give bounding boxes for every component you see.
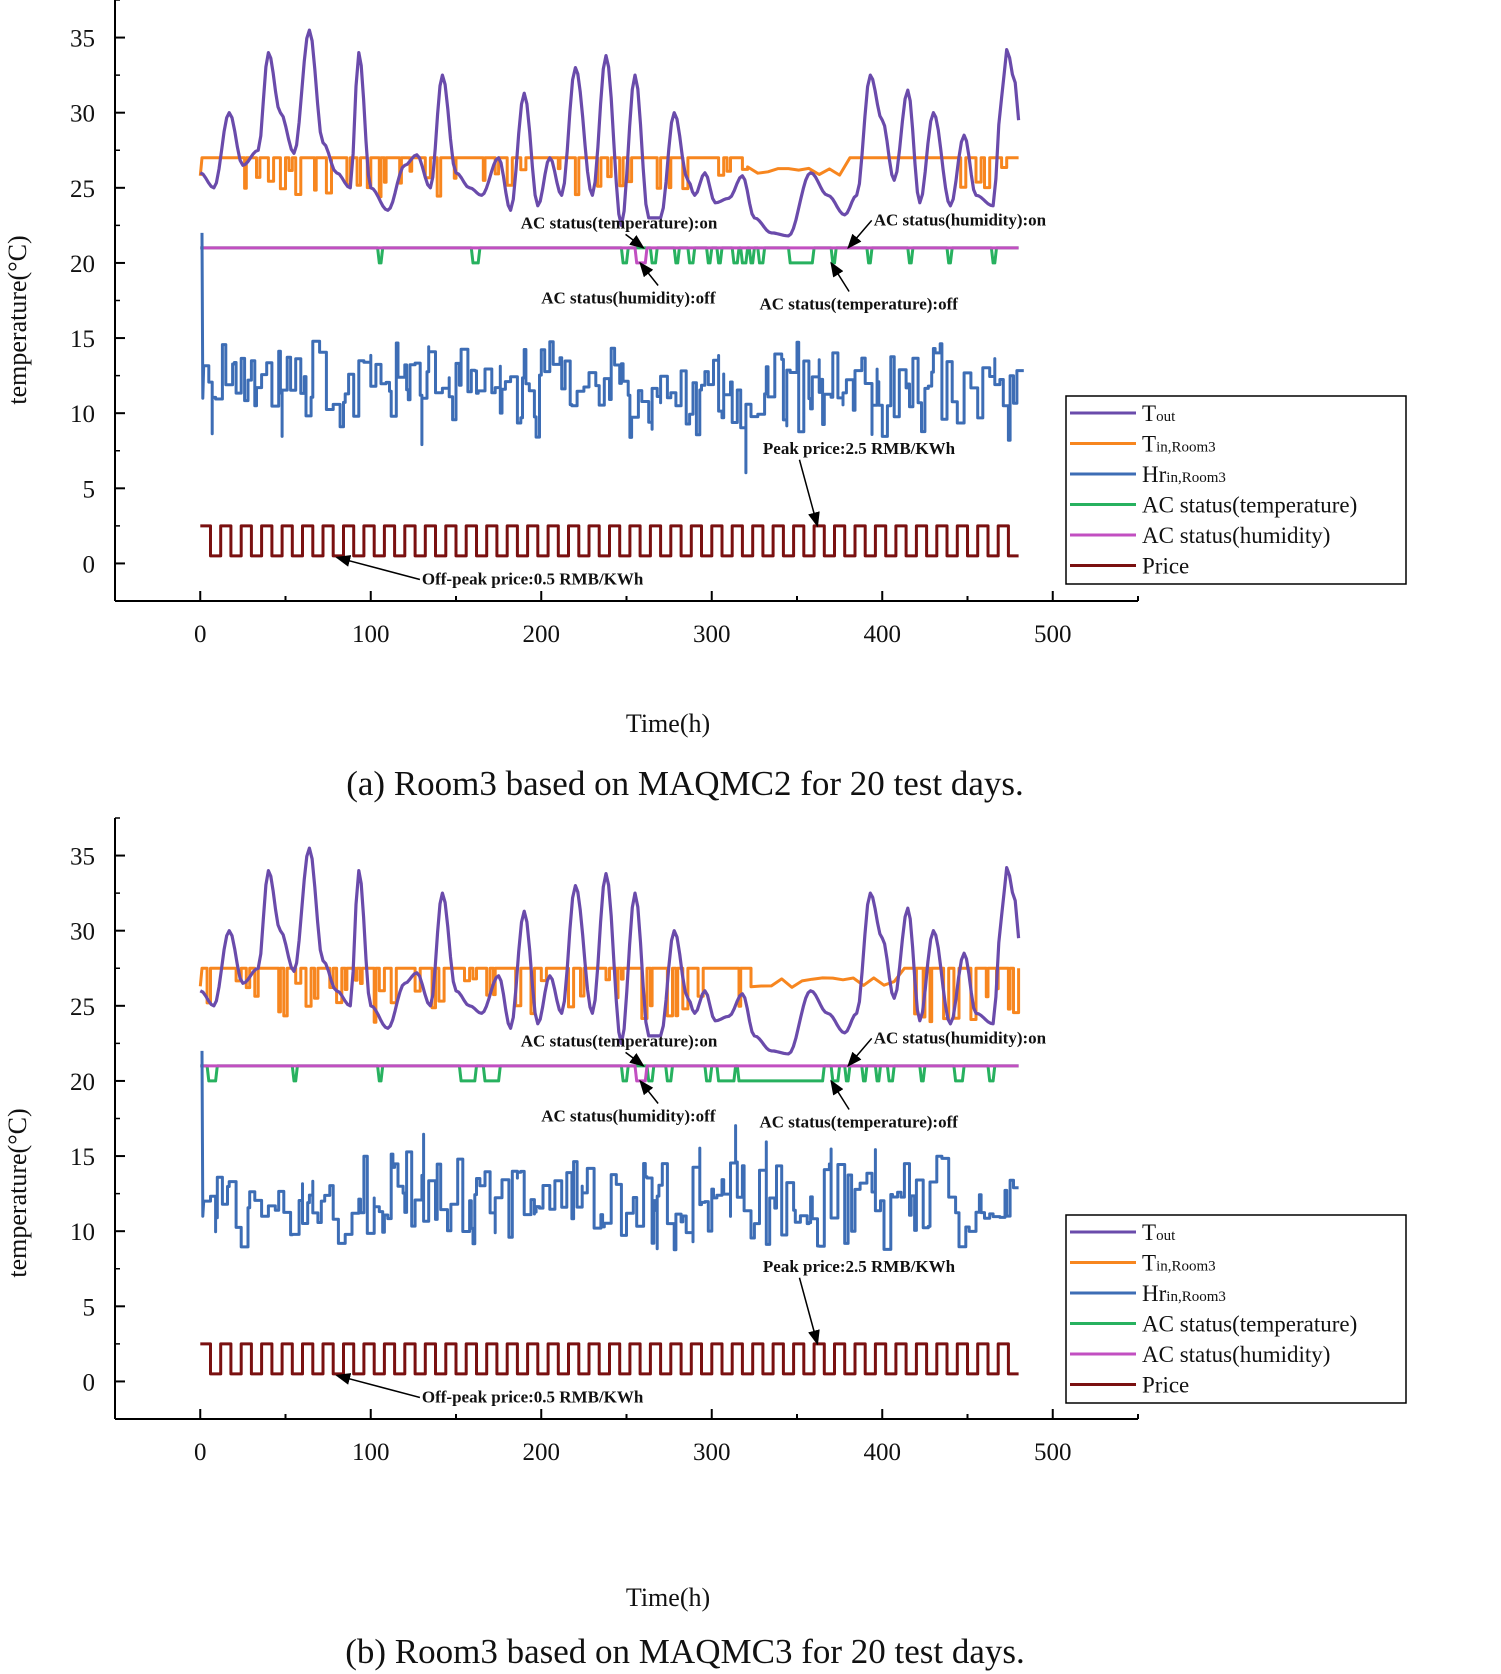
panel-b-annotation-label: AC status(humidity):on <box>874 1028 1047 1047</box>
panel-b-annotation-arrow <box>639 1079 659 1104</box>
panel-a-ytick-label: 5 <box>83 476 96 503</box>
panel-b-ytick-label: 5 <box>83 1294 96 1321</box>
panel-a-annotation-arrow <box>847 219 873 250</box>
panel-a-ytick-label: 30 <box>70 101 95 128</box>
panel-b-annotation-label: Peak price:2.5 RMB/KWh <box>763 1257 956 1276</box>
panel-b-xtick-label: 200 <box>523 1439 561 1466</box>
panel-b-ytick-label: 30 <box>70 919 95 946</box>
panel-a-ytick-label: 0 <box>83 551 96 578</box>
panel-a-series-tout <box>199 28 1021 238</box>
panel-a-annotation-label: AC status(temperature):on <box>521 213 718 232</box>
panel-a-legend-label-price: Price <box>1142 554 1189 579</box>
panel-b-annotation-arrow <box>830 1079 850 1110</box>
panel-b-ytick-label: 15 <box>70 1144 95 1171</box>
panel-b-series-tout <box>199 846 1021 1056</box>
panel-b-annotation-label: Off-peak price:0.5 RMB/KWh <box>422 1387 644 1406</box>
panel-a-legend: Tout Tin,Room3 Hrin,Room3 AC status(tempera… <box>1065 395 1407 585</box>
panel-a-annotation-label: Off-peak price:0.5 RMB/KWh <box>422 569 644 588</box>
panel-a-annotation-arrow <box>639 261 659 286</box>
panel-a-xtick-label: 500 <box>1034 621 1072 648</box>
panel-a-annotation-label: AC status(humidity):on <box>874 210 1047 229</box>
panel-a-ytick-label: 20 <box>70 251 95 278</box>
panel-a-annotation-label: Peak price:2.5 RMB/KWh <box>763 439 956 458</box>
panel-a-annotation-label: AC status(humidity):off <box>541 289 716 308</box>
panel-b-annotation-label: AC status(humidity):off <box>541 1107 716 1126</box>
panel-a-series-ac-temperature <box>200 246 1019 265</box>
panel-b-annotation-label: AC status(temperature):on <box>521 1031 718 1050</box>
panel-b-series-ac-temperature <box>200 1064 1019 1083</box>
panel-a-ytick-label: 25 <box>70 176 95 203</box>
panel-a-ytick-label: 10 <box>70 401 95 428</box>
panel-a-series-tin <box>198 156 1019 199</box>
panel-b-ytick-label: 0 <box>83 1369 96 1396</box>
panel-b-legend-label-hr: Hrin,Room3 <box>1142 1281 1226 1306</box>
panel-a-xtick-label: 200 <box>523 621 561 648</box>
panel-b-ytick-label: 10 <box>70 1219 95 1246</box>
panel-b-series-ac-humidity <box>200 1064 1019 1083</box>
panel-b-annotation-arrow <box>625 1051 645 1067</box>
panel-b-xtick-label: 500 <box>1034 1439 1072 1466</box>
panel-b-annotation-arrow <box>847 1037 873 1068</box>
panel-a-annotations: AC status(temperature):on AC status(humid… <box>335 210 1047 588</box>
panel-a-legend-label-tin: Tin,Room3 <box>1142 432 1216 457</box>
panel-b: 0 5 10 15 20 25 30 35 0 100 200 300 400 500 AC status… <box>3 817 1407 1671</box>
panel-a-axes: 0 5 10 15 20 25 30 35 0 100 200 300 400 500 <box>70 0 1139 648</box>
panel-b-annotation-label: AC status(temperature):off <box>759 1113 958 1132</box>
panel-a-annotation-arrow <box>335 555 421 581</box>
panel-a-annotation-arrow <box>625 233 645 249</box>
panel-b-ytick-label: 35 <box>70 844 95 871</box>
panel-b-xtick-label: 300 <box>693 1439 731 1466</box>
panel-b-legend: Tout Tin,Room3 Hrin,Room3 AC status(tempera… <box>1065 1214 1407 1404</box>
panel-b-caption: (b) Room3 based on MAQMC3 for 20 test da… <box>345 1632 1025 1671</box>
panel-a-ytick-label: 15 <box>70 326 95 353</box>
panel-a-xtick-label: 100 <box>352 621 390 648</box>
panel-b-legend-label-price: Price <box>1142 1373 1189 1398</box>
panel-a-legend-label-hr: Hrin,Room3 <box>1142 462 1226 487</box>
panel-b-xlabel: Time(h) <box>626 1583 710 1612</box>
panel-a-annotation-label: AC status(temperature):off <box>759 295 958 314</box>
panel-b-legend-label-ac_hum: AC status(humidity) <box>1142 1342 1330 1367</box>
panel-b-ytick-label: 20 <box>70 1069 95 1096</box>
panel-a-xtick-label: 0 <box>194 621 207 648</box>
panel-b-legend-label-ac_temp: AC status(temperature) <box>1142 1312 1357 1337</box>
panel-a-ylabel: temperature(°C) <box>3 235 32 404</box>
panel-b-annotation-arrow <box>335 1373 421 1399</box>
panel-b-xtick-label: 100 <box>352 1439 390 1466</box>
panel-a-annotation-arrow <box>798 459 820 528</box>
panel-a-xlabel: Time(h) <box>626 709 710 738</box>
panel-b-series-hr <box>200 1050 1019 1252</box>
panel-a-legend-label-ac_hum: AC status(humidity) <box>1142 523 1330 548</box>
panel-a-legend-label-tout: Tout <box>1142 401 1176 426</box>
panel-a-legend-label-ac_temp: AC status(temperature) <box>1142 493 1357 518</box>
panel-a-ytick-label: 35 <box>70 26 95 53</box>
panel-a-series-ac-humidity <box>200 246 1019 265</box>
panel-b-series-tin <box>198 966 1021 1024</box>
panel-a-series-hr <box>200 232 1024 475</box>
panel-a-caption: (a) Room3 based on MAQMC2 for 20 test da… <box>346 764 1024 803</box>
panel-b-legend-label-tin: Tin,Room3 <box>1142 1251 1216 1276</box>
panel-a-xtick-label: 400 <box>864 621 902 648</box>
panel-b-axes: 0 5 10 15 20 25 30 35 0 100 200 300 400 500 <box>70 817 1139 1466</box>
panel-a: 0 5 10 15 20 25 30 35 0 100 200 300 400 500 AC status… <box>3 0 1407 803</box>
panel-b-xtick-label: 0 <box>194 1439 207 1466</box>
panel-a-legend-box <box>1065 395 1407 585</box>
panel-b-legend-box <box>1065 1214 1407 1404</box>
panel-b-ylabel: temperature(°C) <box>3 1108 32 1277</box>
panel-a-series-price <box>200 524 1019 558</box>
panel-b-ytick-label: 25 <box>70 994 95 1021</box>
panel-b-xtick-label: 400 <box>864 1439 902 1466</box>
panel-a-xtick-label: 300 <box>693 621 731 648</box>
panel-b-series-price <box>200 1342 1019 1376</box>
panel-a-annotation-arrow <box>830 261 850 292</box>
panel-b-annotations: AC status(temperature):on AC status(humid… <box>335 1028 1047 1406</box>
panel-b-annotation-arrow <box>798 1277 820 1346</box>
panel-b-legend-label-tout: Tout <box>1142 1220 1176 1245</box>
